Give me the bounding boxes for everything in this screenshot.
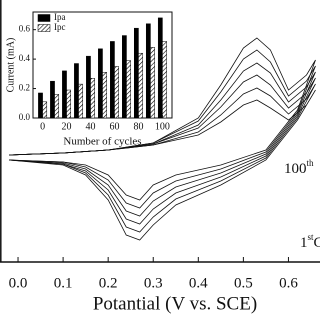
bar — [138, 52, 143, 119]
y-tick-label: 0.0 — [19, 112, 31, 122]
y-tick-label: 0.2 — [19, 83, 30, 93]
bar — [86, 55, 91, 119]
bar — [98, 48, 103, 119]
bar — [157, 17, 163, 119]
x-tick-label: 0.5 — [234, 275, 253, 291]
bar — [133, 27, 139, 119]
bar — [126, 60, 131, 119]
bar — [122, 35, 127, 119]
y-axis-label: Current (mA) — [5, 38, 16, 93]
x-tick-label: 0.0 — [9, 275, 28, 291]
cv-curve — [8, 62, 316, 217]
legend-label: Ipa — [54, 12, 66, 22]
annotation: 1stC — [300, 232, 320, 251]
cv-curve — [8, 83, 316, 233]
bar — [42, 101, 48, 119]
x-tick-label: 20 — [62, 121, 72, 132]
annotation-after: C — [314, 235, 320, 251]
bar — [114, 66, 119, 119]
cv-curve — [8, 49, 316, 209]
x-tick-label: 0.3 — [144, 275, 163, 291]
bar — [102, 72, 107, 119]
legend-label: Ipc — [54, 22, 66, 32]
x-tick-label: 0.1 — [54, 275, 73, 291]
x-tick-label: 100 — [155, 121, 170, 132]
annotation-text: 100 — [284, 161, 307, 177]
x-tick-label: 60 — [109, 121, 119, 132]
x-tick-label: 0 — [40, 121, 45, 132]
x-tick-label: 80 — [133, 121, 143, 132]
x-tick-label: 0.4 — [189, 275, 208, 291]
bar — [145, 23, 151, 119]
bar — [90, 78, 95, 119]
x-tick-label: 40 — [86, 121, 96, 132]
x-axis-label: Number of cycles — [63, 136, 141, 148]
cv-curve — [8, 37, 316, 201]
bar — [54, 94, 60, 119]
x-axis-label: Potantial (V vs. SCE) — [93, 293, 257, 314]
bar — [110, 41, 115, 119]
y-tick-label: 0.6 — [19, 24, 31, 34]
legend-swatch — [37, 24, 51, 32]
x-tick-label: 0.2 — [99, 275, 118, 291]
bar — [78, 83, 83, 119]
bar — [50, 80, 55, 119]
annotation-sup: st — [308, 232, 315, 242]
bar — [66, 89, 72, 119]
annotation-sup: th — [307, 158, 315, 168]
bar — [150, 47, 155, 119]
x-tick-label: 0.6 — [279, 275, 298, 291]
bar — [162, 41, 167, 119]
legend-swatch — [37, 14, 51, 22]
bar — [62, 70, 67, 119]
cv-curve — [8, 74, 316, 225]
bar — [74, 63, 79, 119]
y-tick-label: 0.4 — [19, 53, 31, 63]
annotation-text: 1 — [300, 235, 308, 251]
annotation: 100th — [284, 158, 314, 177]
cv-curve — [8, 89, 316, 241]
bar — [38, 92, 43, 119]
